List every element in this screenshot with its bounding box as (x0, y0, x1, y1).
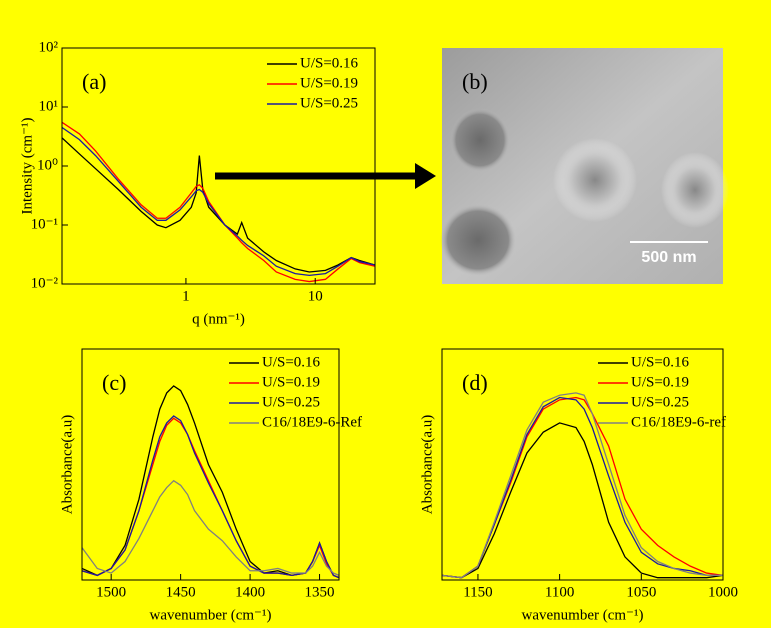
y-tick-label: 10⁻¹ (31, 216, 58, 232)
series-line (62, 126, 375, 277)
x-axis-title: q (nm⁻¹) (192, 311, 245, 327)
y-axis-title: Intensity (cm⁻¹) (19, 118, 35, 215)
series-line (82, 479, 339, 576)
x-tick-label: 10 (308, 288, 323, 304)
y-tick-label: 10⁰ (37, 157, 58, 173)
x-tick-label: 1350 (305, 584, 335, 600)
legend-label: U/S=0.16 (300, 55, 359, 71)
series-line (62, 137, 375, 273)
x-tick-label: 1400 (235, 584, 265, 600)
legend-label: U/S=0.19 (262, 374, 320, 390)
y-tick-label: 10² (39, 39, 59, 55)
x-tick-label: 1050 (626, 584, 656, 600)
legend-label: U/S=0.25 (262, 394, 320, 410)
legend-label: U/S=0.16 (631, 354, 690, 370)
series-line (82, 415, 339, 579)
legend-label: U/S=0.16 (262, 354, 321, 370)
panel-label: (a) (82, 69, 106, 94)
y-tick-label: 10⁻² (31, 275, 59, 291)
plot-area (442, 392, 723, 579)
series-line (62, 121, 375, 283)
scale-bar-label: 500 nm (641, 249, 696, 266)
legend-label: U/S=0.25 (631, 394, 689, 410)
x-tick-label: 1450 (166, 584, 196, 600)
y-axis-title: Absorbance(a.u) (419, 415, 435, 515)
legend-label: C16/18E9-6-ref (631, 414, 726, 430)
panel-label: (b) (462, 69, 488, 94)
legend-label: U/S=0.19 (300, 75, 358, 91)
plot-frame (81, 348, 340, 581)
plot-area (82, 385, 339, 579)
x-axis-title: wavenumber (cm⁻¹) (150, 607, 272, 623)
x-tick-label: 1150 (463, 584, 492, 600)
legend-label: U/S=0.25 (300, 95, 358, 111)
x-axis-title: wavenumber (cm⁻¹) (522, 607, 644, 623)
sem-image: (b) 500 nm (440, 48, 729, 284)
panel-label: (c) (102, 370, 126, 395)
legend-label: U/S=0.19 (631, 374, 689, 390)
series-line (442, 392, 723, 579)
y-axis-title: Absorbance(a.u) (59, 415, 75, 515)
plot-frame (441, 348, 724, 581)
x-tick-label: 1000 (708, 584, 738, 600)
series-line (442, 422, 723, 579)
y-tick-label: 10¹ (39, 98, 59, 114)
x-tick-label: 1 (182, 288, 190, 304)
legend-label: C16/18E9-6-Ref (262, 414, 362, 430)
plot-area (62, 121, 375, 283)
panel-label: (d) (462, 370, 488, 395)
x-tick-label: 1100 (545, 584, 574, 600)
x-tick-label: 1500 (96, 584, 126, 600)
